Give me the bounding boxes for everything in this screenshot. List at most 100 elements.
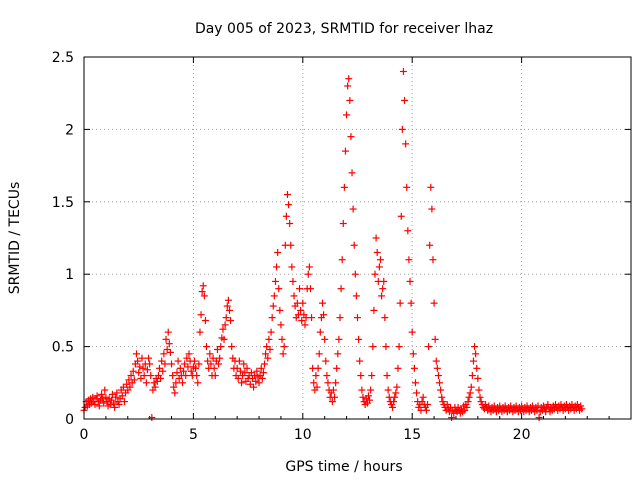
data-point xyxy=(146,360,154,368)
data-point xyxy=(384,386,392,394)
data-point xyxy=(335,335,343,343)
data-point xyxy=(161,360,169,368)
data-point xyxy=(339,220,347,228)
data-point xyxy=(296,285,304,293)
data-point xyxy=(197,311,205,319)
data-point xyxy=(134,357,142,365)
data-point xyxy=(476,393,484,401)
data-point xyxy=(407,299,415,307)
data-point xyxy=(408,328,416,336)
data-point xyxy=(380,277,388,285)
data-point xyxy=(160,350,168,358)
data-point xyxy=(173,369,181,377)
data-point xyxy=(170,383,178,391)
data-point xyxy=(434,372,442,380)
data-point xyxy=(210,364,218,372)
data-point xyxy=(376,256,384,264)
data-point xyxy=(199,282,207,290)
data-point xyxy=(283,191,291,199)
data-point xyxy=(228,343,236,351)
data-point xyxy=(333,364,341,372)
data-point xyxy=(323,372,331,380)
data-point xyxy=(290,292,298,300)
data-point xyxy=(112,393,120,401)
data-point xyxy=(316,328,324,336)
data-point xyxy=(313,383,321,391)
data-point xyxy=(250,383,258,391)
data-point xyxy=(436,379,444,387)
data-point xyxy=(378,292,386,300)
x-tick-label: 20 xyxy=(513,427,531,443)
data-point xyxy=(340,183,348,191)
data-point xyxy=(348,169,356,177)
data-point xyxy=(274,248,282,256)
data-point xyxy=(321,335,329,343)
data-point xyxy=(219,325,227,333)
plot-frame xyxy=(83,56,632,420)
data-point xyxy=(318,299,326,307)
data-point xyxy=(148,414,156,422)
data-point xyxy=(168,360,176,368)
data-point xyxy=(285,201,293,209)
data-point xyxy=(474,374,482,382)
data-point xyxy=(299,299,307,307)
data-point xyxy=(211,372,219,380)
data-point xyxy=(159,367,167,375)
data-point xyxy=(368,372,376,380)
data-point xyxy=(401,96,409,104)
data-point xyxy=(422,406,430,414)
data-point xyxy=(195,360,203,368)
data-point xyxy=(372,234,380,242)
data-point xyxy=(358,386,366,394)
data-point xyxy=(578,405,586,413)
data-point xyxy=(243,364,251,372)
data-point xyxy=(258,374,266,382)
data-point xyxy=(448,414,456,422)
data-point xyxy=(190,357,198,365)
data-point xyxy=(278,335,286,343)
data-point xyxy=(289,277,297,285)
data-point xyxy=(367,386,375,394)
data-point xyxy=(338,256,346,264)
data-point xyxy=(391,393,399,401)
data-point xyxy=(241,369,249,377)
data-point xyxy=(95,402,103,410)
data-point xyxy=(396,299,404,307)
data-point xyxy=(227,317,235,325)
data-point xyxy=(337,285,345,293)
data-point xyxy=(406,277,414,285)
data-point xyxy=(136,363,144,371)
data-point xyxy=(126,383,134,391)
data-point xyxy=(465,393,473,401)
data-point xyxy=(140,372,148,380)
data-point xyxy=(99,395,107,403)
data-point xyxy=(207,360,215,368)
data-point xyxy=(332,379,340,387)
data-point xyxy=(174,357,182,365)
data-point xyxy=(129,367,137,375)
data-point xyxy=(427,183,435,191)
data-point xyxy=(182,372,190,380)
data-point xyxy=(270,292,278,300)
data-point xyxy=(373,248,381,256)
data-point xyxy=(433,364,441,372)
data-point xyxy=(276,306,284,314)
data-point xyxy=(389,403,397,411)
y-tick-label: 2.5 xyxy=(52,50,74,66)
data-point xyxy=(322,357,330,365)
data-point xyxy=(194,379,202,387)
data-point xyxy=(222,314,230,322)
data-point xyxy=(216,354,224,362)
data-point xyxy=(106,401,114,409)
data-point xyxy=(265,335,273,343)
data-point xyxy=(253,367,261,375)
data-point xyxy=(328,398,336,406)
data-point xyxy=(475,386,483,394)
data-point xyxy=(169,372,177,380)
data-point xyxy=(466,389,474,397)
data-point xyxy=(220,335,228,343)
data-point xyxy=(336,314,344,322)
data-point xyxy=(115,401,123,409)
data-point xyxy=(288,263,296,271)
